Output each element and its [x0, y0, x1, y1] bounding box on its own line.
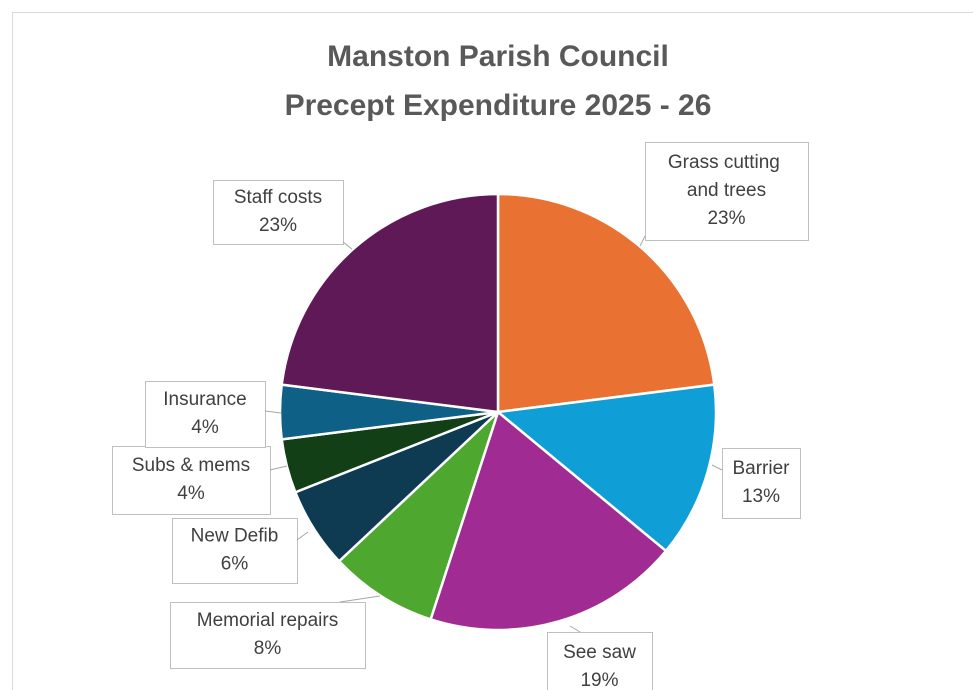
- chart-title: Manston Parish Council: [327, 40, 669, 73]
- leader-line: [639, 235, 646, 247]
- category-label: Memorial repairs: [197, 610, 338, 631]
- leader-line: [269, 465, 288, 471]
- value-label: 8%: [254, 638, 282, 659]
- callout-box: [112, 446, 271, 515]
- leader-line: [264, 410, 282, 414]
- leader-line: [339, 595, 381, 603]
- callout-box: [645, 142, 809, 241]
- category-label: Insurance: [163, 389, 246, 410]
- value-label: 23%: [259, 215, 297, 236]
- leader-line: [296, 531, 309, 541]
- value-label: 19%: [580, 670, 618, 690]
- pie-slice: [494, 383, 718, 553]
- pie-slice: [280, 192, 500, 414]
- category-label: Subs & mems: [132, 455, 250, 476]
- value-label: 6%: [221, 554, 249, 575]
- callout-box: [722, 448, 801, 519]
- category-label: Barrier: [732, 458, 790, 479]
- callout-box: [213, 180, 344, 245]
- pie-slice: [496, 192, 716, 414]
- value-label: 4%: [177, 483, 205, 504]
- category-label: New Defib: [191, 526, 279, 547]
- callout-box: [145, 381, 266, 448]
- callout-box: [547, 632, 653, 690]
- category-label: See saw: [563, 642, 636, 663]
- leader-line: [569, 625, 581, 633]
- callout-box: [172, 518, 298, 584]
- category-label: Staff costs: [234, 187, 322, 208]
- category-label: Grass cutting and trees: [668, 152, 785, 201]
- leader-line: [711, 464, 723, 471]
- pie-slice: [337, 411, 500, 621]
- value-label: 4%: [191, 417, 219, 438]
- leader-line: [342, 241, 353, 250]
- callout-box: [170, 602, 366, 669]
- chart-title: Precept Expenditure 2025 - 26: [285, 89, 712, 122]
- value-label: 23%: [707, 208, 745, 229]
- pie-slice: [429, 409, 668, 632]
- value-label: 13%: [742, 486, 780, 507]
